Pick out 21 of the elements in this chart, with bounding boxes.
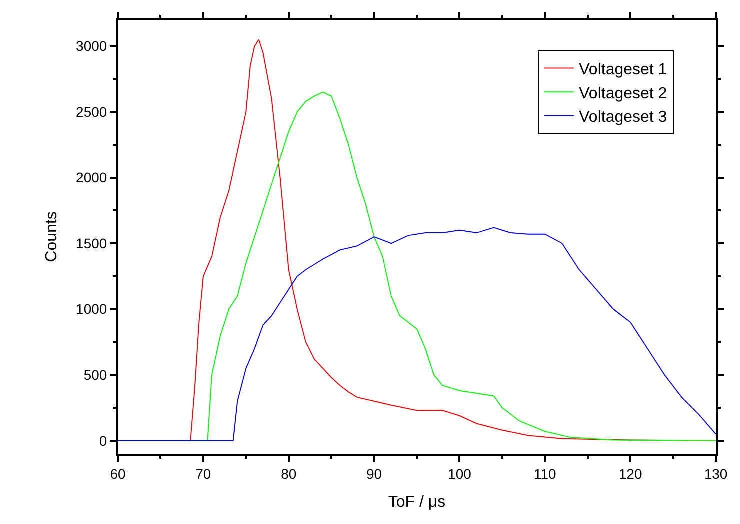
x-tick-label: 80 — [281, 466, 297, 482]
y-tick-label: 0 — [99, 432, 108, 449]
x-axis-title: ToF / μs — [388, 494, 446, 511]
legend-label: Voltageset 3 — [579, 109, 668, 126]
x-tick-label: 70 — [196, 466, 212, 482]
y-tick-label: 2500 — [76, 104, 108, 120]
x-tick-label: 60 — [110, 466, 126, 482]
y-tick-label: 1500 — [76, 235, 108, 252]
x-tick-label: 100 — [448, 466, 472, 482]
x-tick-label: 90 — [366, 466, 382, 482]
y-tick-label: 500 — [84, 366, 108, 383]
legend-label: Voltageset 1 — [579, 62, 668, 79]
y-tick-label: 2000 — [76, 170, 108, 186]
legend-label: Voltageset 2 — [579, 85, 668, 102]
y-axis-title: Counts — [43, 212, 60, 262]
line-series — [118, 227, 716, 442]
y-tick-label: 1000 — [76, 301, 108, 318]
x-tick-label: 130 — [704, 466, 728, 482]
x-tick-label: 110 — [534, 466, 557, 482]
y-tick-label: 3000 — [76, 38, 108, 54]
x-tick-label: 120 — [618, 466, 642, 482]
